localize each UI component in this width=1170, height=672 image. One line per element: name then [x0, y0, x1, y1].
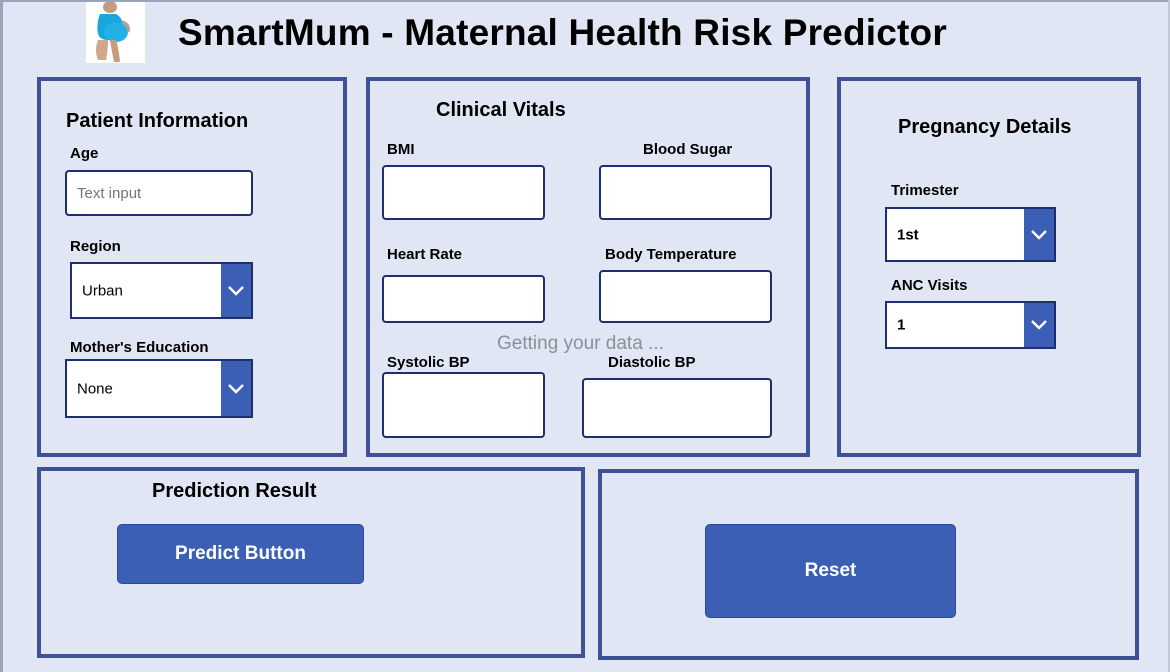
- loading-text: Getting your data ...: [497, 333, 664, 354]
- app-title: SmartMum - Maternal Health Risk Predicto…: [178, 12, 947, 53]
- chevron-down-icon[interactable]: [221, 264, 251, 317]
- anc-visits-label: ANC Visits: [891, 277, 968, 294]
- age-input[interactable]: [65, 170, 253, 216]
- bmi-input[interactable]: [382, 165, 545, 220]
- pregnancy-details-panel: [837, 77, 1141, 457]
- trimester-value: 1st: [897, 226, 919, 243]
- chevron-down-icon[interactable]: [1024, 303, 1054, 347]
- education-value: None: [77, 380, 113, 397]
- blood-sugar-label: Blood Sugar: [643, 141, 733, 158]
- systolic-bp-label: Systolic BP: [387, 354, 470, 371]
- chevron-down-icon[interactable]: [221, 361, 251, 416]
- trimester-dropdown[interactable]: 1st: [885, 207, 1056, 262]
- anc-visits-dropdown[interactable]: 1: [885, 301, 1056, 349]
- app-logo: [86, 2, 145, 63]
- blood-sugar-input[interactable]: [599, 165, 772, 220]
- heart-rate-input[interactable]: [382, 275, 545, 323]
- window-frame-left: [0, 0, 3, 672]
- predict-button[interactable]: Predict Button: [117, 524, 364, 584]
- window-frame-top: [0, 0, 1170, 2]
- reset-button[interactable]: Reset: [705, 524, 956, 618]
- systolic-bp-input[interactable]: [382, 372, 545, 438]
- pregnancy-details-title: Pregnancy Details: [898, 116, 1072, 138]
- diastolic-bp-label: Diastolic BP: [608, 354, 696, 371]
- education-label: Mother's Education: [70, 339, 209, 356]
- patient-info-title: Patient Information: [66, 110, 249, 132]
- prediction-result-title: Prediction Result: [152, 480, 317, 502]
- region-dropdown[interactable]: Urban: [70, 262, 253, 319]
- trimester-label: Trimester: [891, 182, 959, 199]
- body-temperature-input[interactable]: [599, 270, 772, 323]
- anc-visits-value: 1: [897, 316, 906, 334]
- diastolic-bp-input[interactable]: [582, 378, 772, 438]
- education-dropdown[interactable]: None: [65, 359, 253, 418]
- pregnant-woman-icon: [86, 2, 145, 63]
- age-label: Age: [70, 145, 99, 162]
- chevron-down-icon[interactable]: [1024, 209, 1054, 260]
- body-temperature-label: Body Temperature: [605, 246, 737, 263]
- heart-rate-label: Heart Rate: [387, 246, 463, 263]
- region-value: Urban: [82, 282, 123, 299]
- region-label: Region: [70, 238, 121, 255]
- window-frame-right: [1168, 0, 1170, 672]
- bmi-label: BMI: [387, 141, 415, 158]
- clinical-vitals-title: Clinical Vitals: [436, 99, 566, 121]
